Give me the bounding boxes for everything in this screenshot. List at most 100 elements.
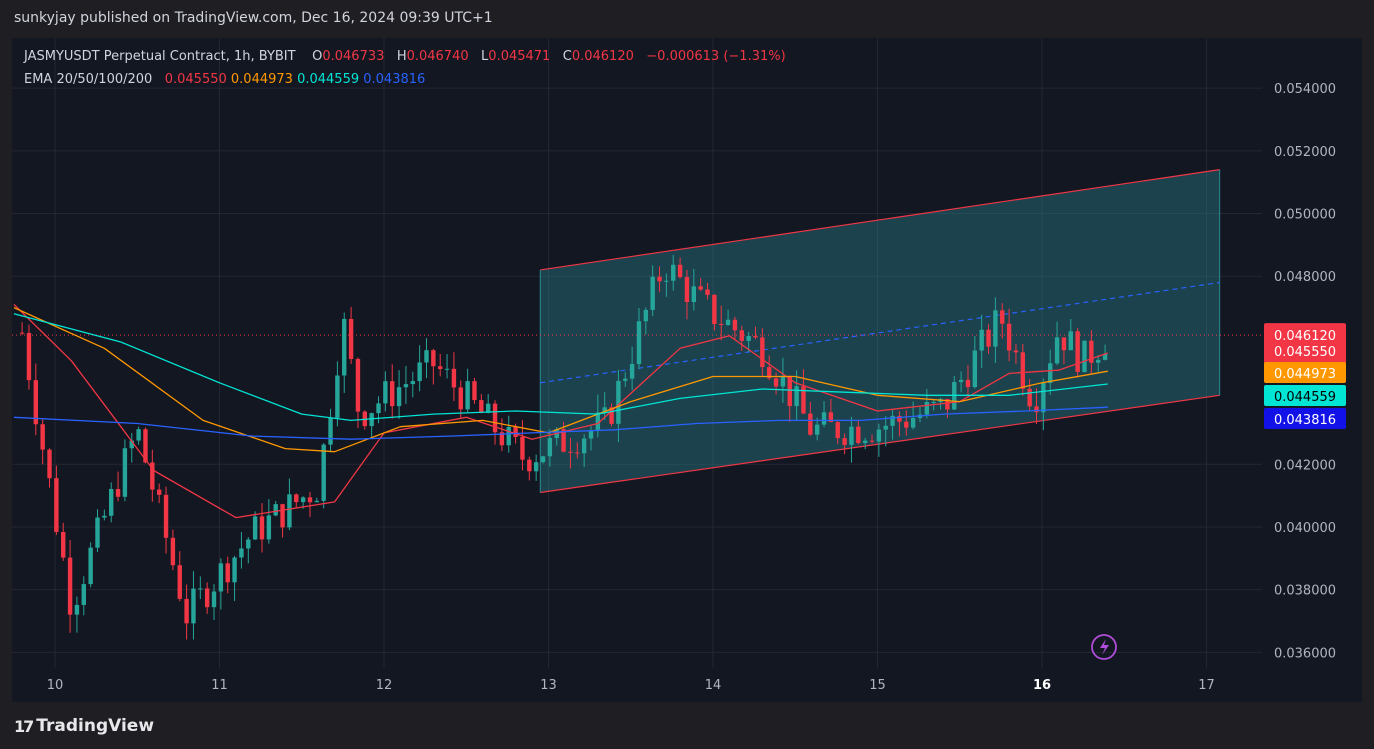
candle-down: [1089, 340, 1094, 363]
candle-up: [849, 426, 854, 445]
candle-down: [684, 277, 690, 303]
candle-up: [342, 318, 347, 376]
chart-frame[interactable]: [12, 38, 1362, 702]
y-tick-label: 0.040000: [1274, 521, 1336, 536]
candle-down: [47, 449, 52, 479]
candle-up: [88, 547, 93, 585]
y-tick-label: 0.038000: [1274, 584, 1336, 599]
candle-down: [170, 537, 176, 566]
candle-up: [211, 591, 217, 608]
candle-down: [897, 415, 902, 422]
candle-down: [787, 375, 792, 407]
ema200-value: 0.043816: [363, 72, 426, 87]
candle-up: [780, 375, 786, 387]
candle-up: [890, 415, 895, 426]
candle-up: [198, 588, 203, 590]
candle-up: [410, 381, 415, 385]
high-value: 0.046740: [406, 49, 469, 64]
price-badge-3: [1264, 385, 1346, 406]
candle-up: [102, 515, 107, 518]
lightning-bolt-icon: [1100, 639, 1109, 655]
candle-down: [856, 426, 861, 444]
candle-down: [472, 381, 477, 401]
candle-up: [643, 309, 649, 322]
candle-down: [156, 489, 162, 495]
candle-up: [821, 412, 827, 425]
ema100-value: 0.044559: [297, 72, 360, 87]
candle-up: [81, 584, 86, 605]
candle-up: [691, 286, 697, 303]
close-label: C: [562, 49, 572, 64]
candle-down: [828, 412, 834, 423]
candle-up: [1082, 340, 1087, 372]
candle-down: [143, 429, 148, 463]
candle-down: [280, 504, 285, 528]
candle-up: [664, 280, 669, 282]
candle-up: [1096, 359, 1101, 363]
channel-upper-line: [540, 169, 1220, 271]
candle-up: [588, 430, 594, 439]
x-tick-label: 14: [705, 678, 722, 693]
candle-up: [465, 381, 470, 410]
candle-up: [300, 497, 306, 503]
ema20-value: 0.045550: [164, 72, 227, 87]
candle-up: [725, 319, 731, 325]
candle-down: [204, 588, 210, 608]
candle-down: [773, 378, 779, 387]
candle-up: [314, 500, 320, 503]
candle-up: [746, 335, 751, 341]
candle-down: [945, 398, 950, 410]
price-badge-4: [1264, 408, 1346, 429]
candle-up: [540, 456, 546, 463]
x-tick-label: 11: [211, 678, 228, 693]
candle-up: [876, 429, 882, 442]
y-tick-label: 0.052000: [1274, 145, 1336, 160]
candle-up: [232, 557, 237, 583]
candle-down: [842, 438, 847, 445]
candle-down: [801, 386, 806, 414]
candle-down: [355, 358, 361, 412]
candle-down: [568, 451, 573, 453]
candle-up: [266, 515, 272, 540]
ema20-line: [13, 303, 1109, 519]
candle-up: [287, 494, 292, 528]
candle-up: [239, 548, 244, 558]
open-value: 0.046733: [322, 49, 385, 64]
candle-up: [109, 489, 114, 516]
candle-up: [328, 417, 333, 445]
close-value: 0.046120: [571, 49, 634, 64]
candle-up: [910, 417, 916, 428]
candle-down: [760, 337, 765, 368]
candle-down: [307, 497, 313, 503]
candle-up: [794, 386, 799, 407]
candle-down: [184, 598, 189, 624]
candle-down: [986, 329, 991, 347]
candle-down: [177, 565, 182, 599]
candle-up: [636, 321, 642, 365]
candle-up: [595, 412, 601, 431]
lightning-icon[interactable]: [1091, 634, 1117, 660]
candle-down: [150, 462, 155, 490]
ema200-line: [13, 406, 1108, 440]
publisher-line: sunkyjay published on TradingView.com, D…: [14, 10, 493, 26]
candle-up: [396, 387, 402, 407]
candle-down: [1013, 350, 1019, 353]
candle-up: [122, 448, 128, 497]
candle-down: [835, 422, 840, 439]
y-tick-label: 0.042000: [1274, 458, 1336, 473]
tradingview-logo[interactable]: 17 TradingView: [14, 716, 154, 736]
change-value: −0.000613 (−1.31%): [646, 49, 786, 64]
candle-down: [458, 387, 463, 410]
x-tick-label: 15: [869, 678, 886, 693]
candle-down: [26, 332, 32, 381]
candle-down: [1000, 310, 1005, 324]
low-value: 0.045471: [488, 49, 551, 64]
candle-down: [348, 318, 354, 359]
y-tick-label: 0.048000: [1274, 270, 1336, 285]
candle-up: [95, 517, 100, 548]
candle-up: [616, 380, 621, 424]
symbol-title: JASMYUSDT Perpetual Contract, 1h, BYBIT: [24, 49, 296, 64]
candle-up: [273, 504, 278, 516]
price-badge-value: 0.044973: [1274, 367, 1336, 382]
